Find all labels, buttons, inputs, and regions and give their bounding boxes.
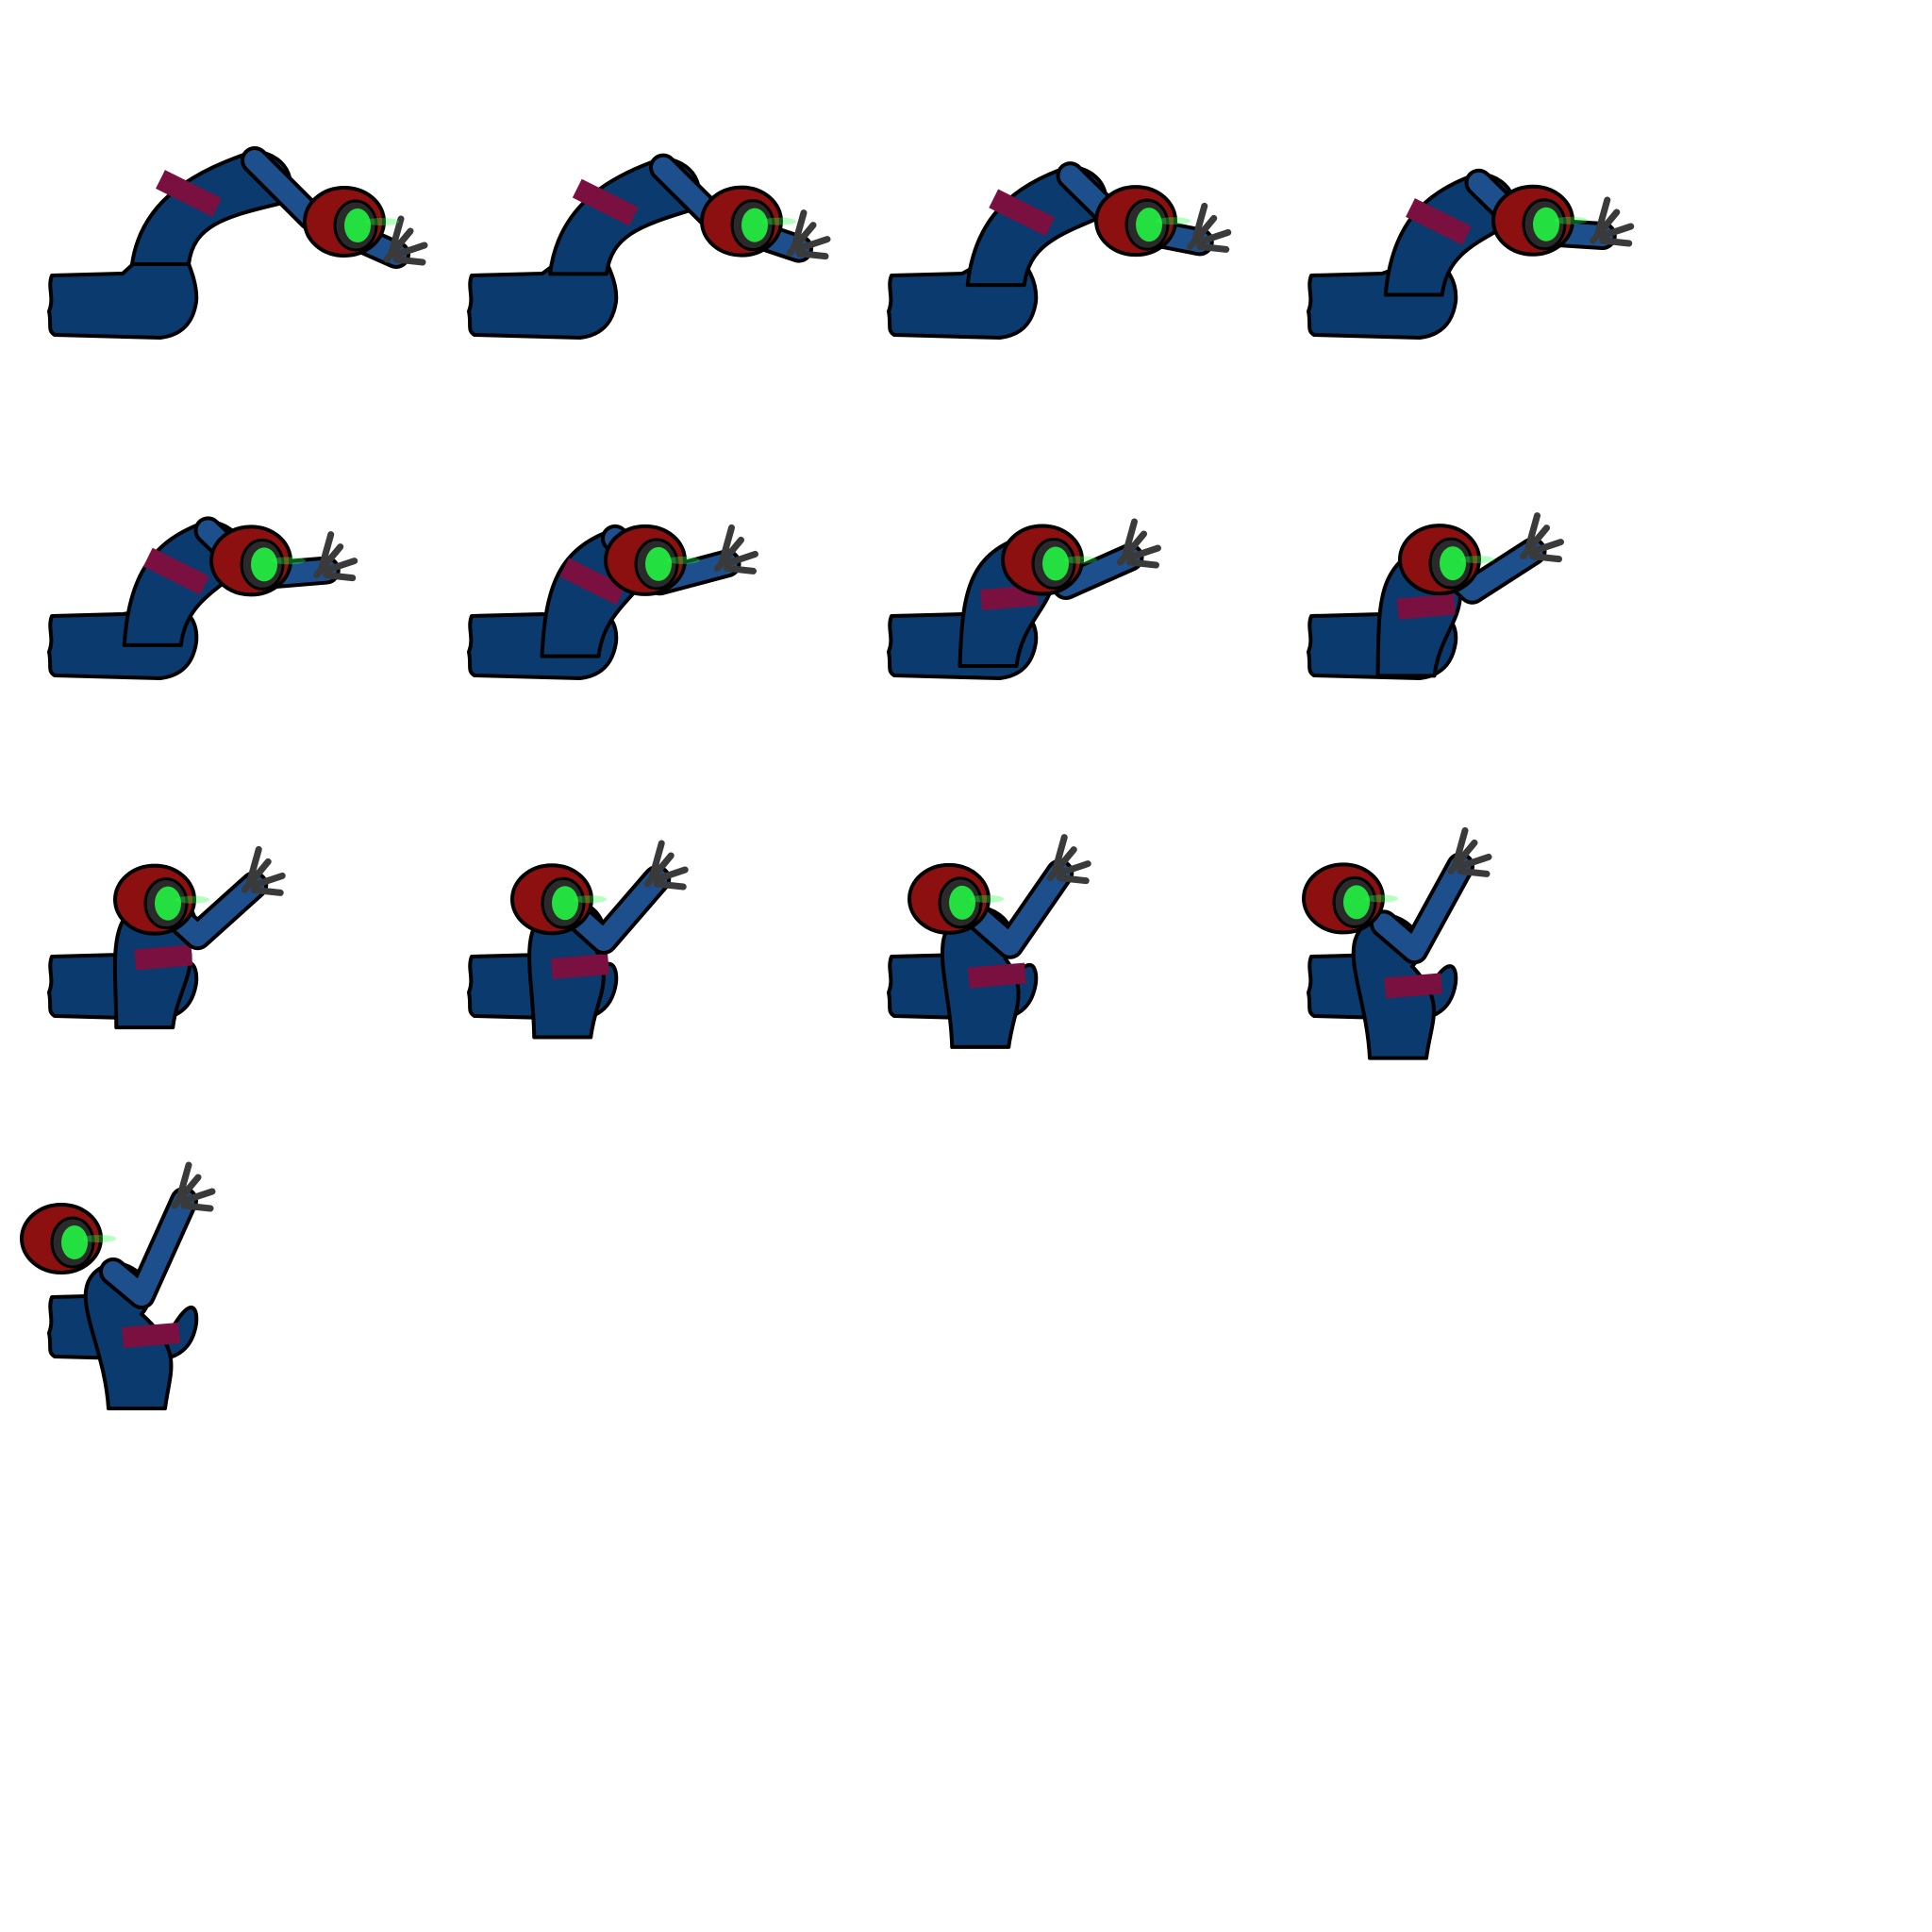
- eye-glow: [1063, 556, 1097, 564]
- hooded-head: [209, 525, 306, 597]
- hooded-head: [604, 524, 700, 596]
- kneeling-figure: [1307, 168, 1635, 340]
- claw-hand: [1046, 834, 1091, 885]
- claw-hand: [643, 840, 689, 891]
- kneeling-figure: [467, 524, 758, 680]
- hooded-head: [1094, 185, 1191, 258]
- hooded-head: [303, 186, 399, 258]
- hooded-head: [113, 863, 209, 936]
- eye-glow: [1554, 216, 1588, 225]
- claw-hand: [1590, 196, 1635, 247]
- claw-hand: [1187, 202, 1232, 253]
- arm: [966, 862, 1071, 956]
- belt: [1406, 198, 1472, 245]
- kneeling-figure: [47, 845, 286, 1030]
- hooded-head: [1001, 524, 1097, 596]
- kneeling-figure: [467, 840, 689, 1040]
- claw-hand: [313, 531, 358, 582]
- hooded-head: [1302, 862, 1398, 935]
- kneeling-figure: [467, 153, 831, 340]
- sprite-frame: [429, 681, 849, 1040]
- belt: [1384, 973, 1443, 999]
- glowing-eyes: [344, 208, 371, 242]
- claw-hand: [786, 209, 831, 260]
- sprite-frame: [429, 341, 849, 681]
- claw-hand: [171, 1161, 216, 1212]
- belt: [980, 585, 1039, 610]
- hooded-head: [20, 1203, 116, 1274]
- belt: [142, 547, 209, 595]
- sprite-frame: [9, 1022, 429, 1410]
- glowing-eyes: [1042, 546, 1069, 581]
- eye-glow: [762, 217, 796, 225]
- eye-glow: [175, 895, 209, 904]
- glowing-eyes: [1440, 546, 1466, 581]
- belt: [967, 962, 1026, 989]
- kneeling-figure: [887, 161, 1232, 340]
- eye-glow: [272, 557, 306, 565]
- sprite-frame: [849, 0, 1269, 341]
- arm: [1374, 856, 1471, 961]
- glowing-eyes: [1136, 208, 1162, 242]
- kneeling-figure: [887, 834, 1091, 1049]
- hooded-head: [700, 185, 796, 258]
- sprite-frame: [9, 681, 429, 1030]
- kneeling-figure: [47, 516, 358, 680]
- kneeling-figure: [47, 146, 428, 340]
- eye-glow: [365, 218, 399, 225]
- claw-hand: [1447, 826, 1492, 877]
- glowing-eyes: [251, 547, 277, 582]
- glowing-eyes: [552, 886, 578, 921]
- eye-glow: [573, 895, 607, 904]
- glowing-eyes: [949, 885, 975, 920]
- belt: [572, 178, 639, 226]
- glowing-eyes: [645, 546, 672, 581]
- sprite-frame: [849, 681, 1269, 1049]
- sprite-frame: [1269, 681, 1689, 1060]
- sprite-frame: [429, 0, 849, 341]
- sprite-frame: [1269, 0, 1689, 341]
- eye-glow: [1157, 217, 1191, 225]
- eye-glow: [1460, 556, 1494, 564]
- glowing-eyes: [1533, 207, 1559, 242]
- claw-hand: [1117, 518, 1161, 569]
- kneeling-figure: [1307, 512, 1564, 680]
- claw-hand: [714, 524, 758, 575]
- glowing-eyes: [1343, 885, 1370, 920]
- eye-glow: [1364, 894, 1398, 903]
- sprite-frame: [9, 341, 429, 681]
- hooded-head: [1398, 524, 1494, 596]
- hooded-head: [908, 862, 1004, 935]
- kneeling-figure: [20, 1161, 216, 1410]
- claw-hand: [1520, 512, 1564, 563]
- sprite-frame: [1269, 341, 1689, 681]
- belt: [134, 944, 193, 971]
- glowing-eyes: [155, 886, 181, 921]
- claw-hand: [241, 845, 286, 896]
- kneeling-figure: [1302, 826, 1492, 1060]
- eye-glow: [82, 1235, 116, 1242]
- belt: [1396, 593, 1456, 620]
- hooded-head: [1491, 184, 1588, 257]
- sprite-frame: [9, 0, 429, 341]
- eye-glow: [666, 556, 700, 564]
- arm: [103, 1191, 194, 1306]
- hooded-head: [510, 863, 607, 936]
- eye-glow: [970, 894, 1004, 903]
- sprite-frame: [849, 341, 1269, 681]
- claw-hand: [383, 215, 428, 266]
- belt: [989, 189, 1056, 237]
- belt: [559, 558, 626, 606]
- belt: [156, 170, 222, 217]
- kneeling-figure: [887, 518, 1161, 680]
- belt: [551, 954, 609, 979]
- glowing-eyes: [61, 1225, 88, 1259]
- glowing-eyes: [741, 208, 768, 242]
- belt: [122, 1323, 180, 1348]
